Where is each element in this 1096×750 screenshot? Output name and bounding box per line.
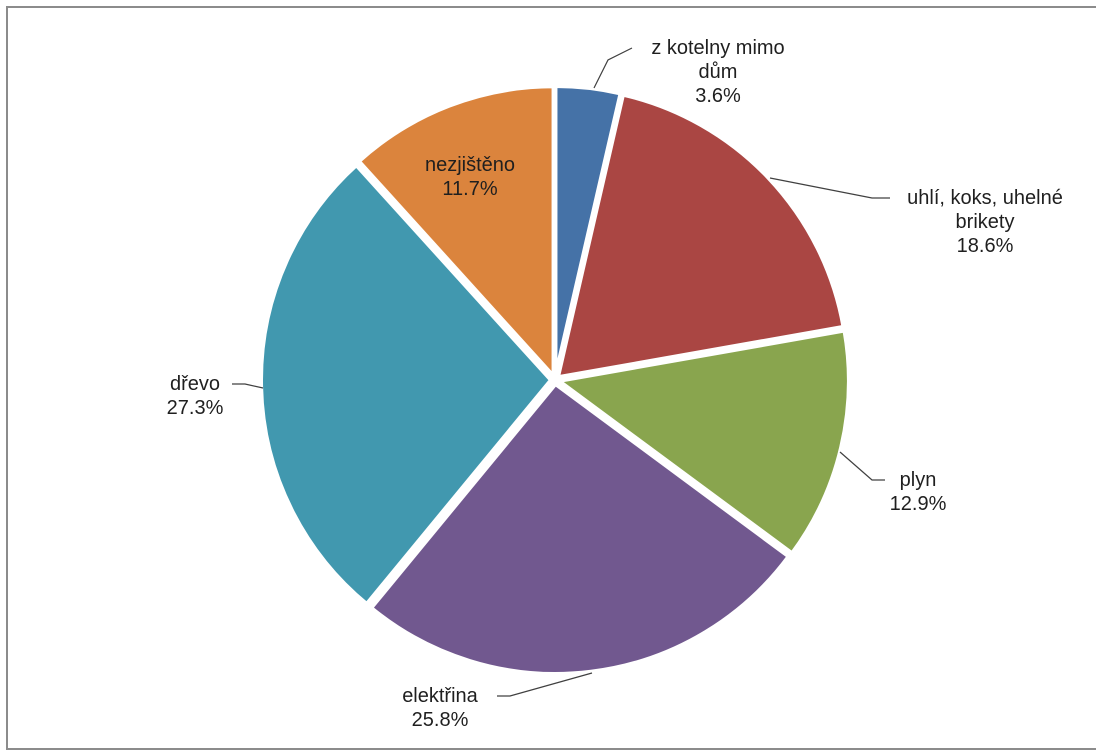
leader-lines <box>232 47 890 697</box>
data-labels: z kotelny mimo dům 3.6% uhlí, koks, uhelné b… <box>167 37 1063 731</box>
data-label-z-kotelny-mimo-dum: z kotelny mimo dům 3.6% <box>651 37 784 107</box>
leader-line-plyn <box>839 451 885 481</box>
data-label-drevo: dřevo 27.3% <box>167 373 224 419</box>
pie-slice-drevo <box>259 162 554 607</box>
pie-slice-plyn <box>553 328 851 557</box>
leader-line-z-kotelny-mimo-dum <box>593 47 633 89</box>
pie-slice-uhli-koks-uhelne-brikety <box>555 92 846 380</box>
data-label-elektrina: elektřina 25.8% <box>402 685 478 731</box>
data-label-nezjisteno: nezjištěno 11.7% <box>425 154 515 200</box>
data-label-uhli-koks-uhelne-brikety: uhlí, koks, uhelné brikety 18.6% <box>907 187 1063 257</box>
pie-slice-elektrina <box>368 381 792 676</box>
pie-slice-nezjisteno <box>356 84 556 382</box>
data-label-plyn: plyn 12.9% <box>890 469 947 515</box>
leader-line-elektrina <box>497 672 593 697</box>
pie-slices <box>259 84 851 676</box>
leader-line-uhli-koks-uhelne-brikety <box>769 177 890 199</box>
leader-line-drevo <box>232 383 264 389</box>
